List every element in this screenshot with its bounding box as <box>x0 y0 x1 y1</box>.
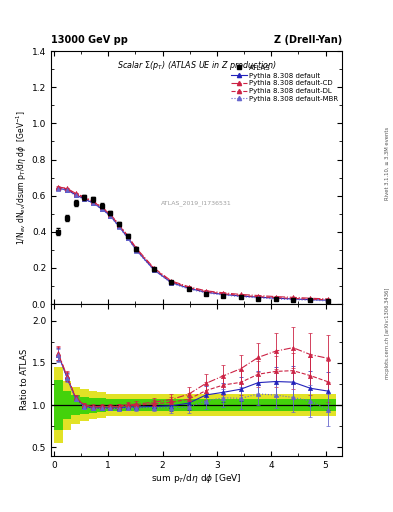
Text: Scalar $\Sigma$(p$_T$) (ATLAS UE in Z production): Scalar $\Sigma$(p$_T$) (ATLAS UE in Z pr… <box>117 59 276 72</box>
Text: Rivet 3.1.10, ≥ 3.3M events: Rivet 3.1.10, ≥ 3.3M events <box>385 127 390 201</box>
Text: ATLAS_2019_I1736531: ATLAS_2019_I1736531 <box>161 200 232 206</box>
Y-axis label: Ratio to ATLAS: Ratio to ATLAS <box>20 349 29 411</box>
X-axis label: sum p$_T$/d$\eta$ d$\phi$ [GeV]: sum p$_T$/d$\eta$ d$\phi$ [GeV] <box>151 472 242 485</box>
Text: 13000 GeV pp: 13000 GeV pp <box>51 34 128 45</box>
Text: mcplots.cern.ch [arXiv:1306.3436]: mcplots.cern.ch [arXiv:1306.3436] <box>385 287 390 378</box>
Text: Z (Drell-Yan): Z (Drell-Yan) <box>274 34 342 45</box>
Legend: ATLAS, Pythia 8.308 default, Pythia 8.308 default-CD, Pythia 8.308 default-DL, P: ATLAS, Pythia 8.308 default, Pythia 8.30… <box>231 65 338 102</box>
Y-axis label: 1/N$_{ev}$ dN$_{ev}$/dsum p$_T$/d$\eta$ d$\phi$  [GeV$^{-1}$]: 1/N$_{ev}$ dN$_{ev}$/dsum p$_T$/d$\eta$ … <box>15 110 29 245</box>
